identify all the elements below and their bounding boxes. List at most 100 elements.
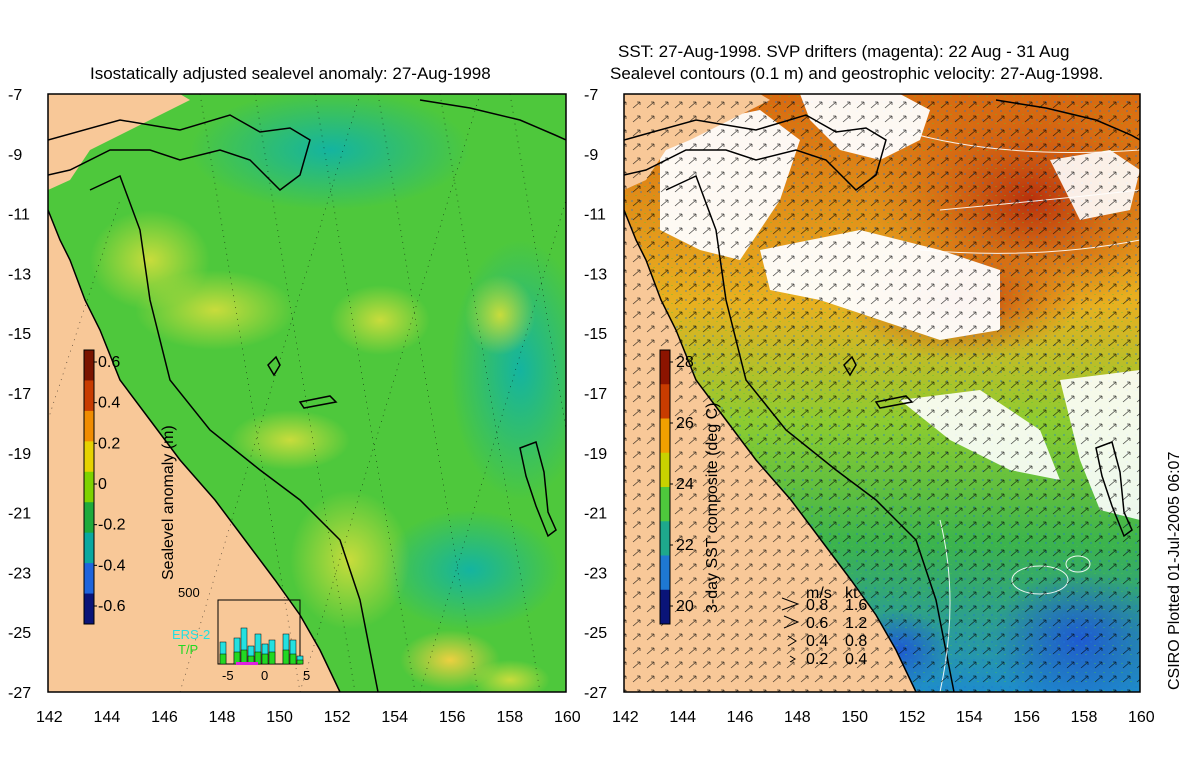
- right-lat-tick-10: -27: [584, 685, 607, 702]
- left-lon-tick-7: 156: [439, 709, 466, 726]
- inset-x-tick-2: 5: [303, 668, 310, 683]
- right-lat-tick-7: -21: [584, 506, 607, 523]
- velocity-legend: m/s kt 0.8 1.6 0.6 1.2 0.4 0.8 0.2 0.4: [781, 585, 867, 668]
- left-lat-tick-8: -23: [8, 565, 31, 582]
- right-lon-tick-2: 146: [727, 709, 754, 726]
- left-colorbar-label: Sealevel anomaly (m): [160, 425, 177, 580]
- velocity-row-1-kt: 1.2: [845, 615, 867, 632]
- inset-x-tick-0: -5: [222, 668, 234, 683]
- right-colorbar-tick-3: 22: [676, 537, 694, 554]
- left-lon-tick-5: 152: [324, 709, 351, 726]
- right-colorbar-swatch-2: [660, 418, 670, 454]
- velocity-arrow-0.4: [787, 635, 797, 647]
- right-colorbar-swatch-6: [660, 555, 670, 591]
- velocity-legend-kt-header: kt: [845, 585, 858, 602]
- left-shelf-contour: [89, 174, 379, 692]
- left-lat-tick-6: -19: [8, 446, 31, 463]
- right-colorbar: 28 26 24 22 20: [659, 349, 694, 625]
- right-colorbar-tick-0: 28: [676, 354, 694, 371]
- left-colorbar-tick-2: 0.2: [98, 435, 120, 452]
- left-lon-tick-9: 160: [554, 709, 581, 726]
- velocity-row-3-ms: 0.2: [806, 651, 828, 668]
- inset-bar-tp-9: [282, 649, 290, 665]
- left-lon-tick-1: 144: [94, 709, 121, 726]
- left-colorbar-swatch-4: [84, 471, 94, 503]
- inset-y-tick: 500: [178, 585, 200, 600]
- left-lon-tick-0: 142: [36, 709, 63, 726]
- inset-bar-tp-10: [289, 653, 297, 665]
- left-lat-tick-7: -21: [8, 506, 31, 523]
- left-colorbar-swatch-5: [84, 502, 94, 534]
- right-panel-title-line1: SST: 27-Aug-1998. SVP drifters (magenta)…: [618, 42, 1070, 61]
- right-lon-tick-6: 154: [956, 709, 983, 726]
- right-lon-tick-3: 148: [784, 709, 811, 726]
- left-lat-tick-2: -11: [8, 207, 30, 224]
- velocity-row-1-ms: 0.6: [806, 615, 828, 632]
- left-colorbar: 0.6 0.4 0.2 0 -0.2 -0.4 -0.6: [83, 349, 126, 625]
- left-colorbar-swatch-1: [84, 380, 94, 412]
- right-lat-tick-4: -15: [584, 326, 607, 343]
- right-lon-tick-1: 144: [669, 709, 696, 726]
- right-lat-tick-8: -23: [584, 565, 607, 582]
- right-lat-tick-3: -13: [584, 266, 607, 283]
- left-colorbar-swatch-0: [84, 350, 94, 381]
- left-colorbar-tick-5: -0.4: [98, 557, 126, 574]
- inset-bar-tp-3: [240, 649, 248, 665]
- left-lat-tick-1: -9: [8, 147, 22, 164]
- right-panel-title-line2: Sealevel contours (0.1 m) and geostrophi…: [610, 64, 1104, 83]
- left-panel-title: Isostatically adjusted sealevel anomaly:…: [90, 64, 491, 83]
- velocity-arrow-0.2: [789, 655, 796, 663]
- right-lon-tick-5: 152: [899, 709, 926, 726]
- inset-bar-tp-11: [296, 659, 304, 665]
- left-colorbar-tick-4: -0.2: [98, 517, 126, 534]
- right-lon-tick-8: 158: [1071, 709, 1098, 726]
- right-map: [624, 94, 1140, 692]
- right-colorbar-swatch-5: [660, 521, 670, 556]
- credit-text: CSIRO Plotted 01-Jul-2005 06:07: [1166, 451, 1183, 690]
- right-lat-tick-1: -9: [584, 147, 598, 164]
- left-lon-tick-6: 154: [381, 709, 408, 726]
- right-lon-tick-0: 142: [612, 709, 639, 726]
- left-land-png: [48, 94, 190, 190]
- left-colorbar-swatch-3: [84, 441, 94, 473]
- left-colorbar-swatch-7: [84, 563, 94, 595]
- right-lon-tick-7: 156: [1013, 709, 1040, 726]
- left-lat-tick-9: -25: [8, 625, 31, 642]
- right-colorbar-swatch-7: [660, 589, 670, 625]
- right-lat-tick-0: -7: [584, 87, 598, 104]
- right-lon-tick-9: 160: [1128, 709, 1155, 726]
- right-colorbar-tick-2: 24: [676, 476, 694, 493]
- velocity-arrow-0.6: [783, 615, 800, 629]
- left-lat-tick-3: -13: [8, 266, 31, 283]
- left-lon-tick-4: 150: [266, 709, 293, 726]
- right-lon-tick-4: 150: [841, 709, 868, 726]
- left-lon-tick-3: 148: [209, 709, 236, 726]
- left-colorbar-swatch-6: [84, 532, 94, 564]
- inset-x-tick-1: 0: [261, 668, 268, 683]
- left-lat-tick-10: -27: [8, 685, 31, 702]
- right-colorbar-swatch-4: [660, 487, 670, 522]
- left-lon-tick-8: 158: [496, 709, 523, 726]
- left-colorbar-tick-0: 0.6: [98, 354, 120, 371]
- inset-legend-tp: T/P: [178, 642, 198, 657]
- left-colorbar-swatch-8: [84, 593, 94, 625]
- velocity-row-2-ms: 0.4: [806, 633, 828, 650]
- inset-histogram: 500 -5 0 5 ERS-2 T/P: [172, 585, 310, 683]
- left-lat-tick-4: -15: [8, 326, 31, 343]
- inset-bar-tp-7: [268, 651, 276, 665]
- right-colorbar-tick-4: 20: [676, 598, 694, 615]
- inset-legend-ers2: ERS-2: [172, 627, 210, 642]
- right-colorbar-label: 3-day SST composite (deg C): [704, 402, 721, 613]
- velocity-row-2-kt: 0.8: [845, 633, 867, 650]
- velocity-row-0-ms: 0.8: [806, 597, 828, 614]
- velocity-legend-ms-header: m/s: [806, 585, 832, 602]
- right-colorbar-swatch-3: [660, 452, 670, 488]
- right-lat-tick-2: -11: [584, 207, 606, 224]
- right-lat-tick-9: -25: [584, 625, 607, 642]
- left-lat-tick-0: -7: [8, 87, 22, 104]
- axis-ticks: -7 -7 -9 -9 -11 -11 -13 -13 -15 -15 -17 -17 -19 -19 -2…: [8, 87, 1155, 726]
- left-colorbar-tick-6: -0.6: [98, 598, 126, 615]
- right-lat-tick-5: -17: [584, 386, 607, 403]
